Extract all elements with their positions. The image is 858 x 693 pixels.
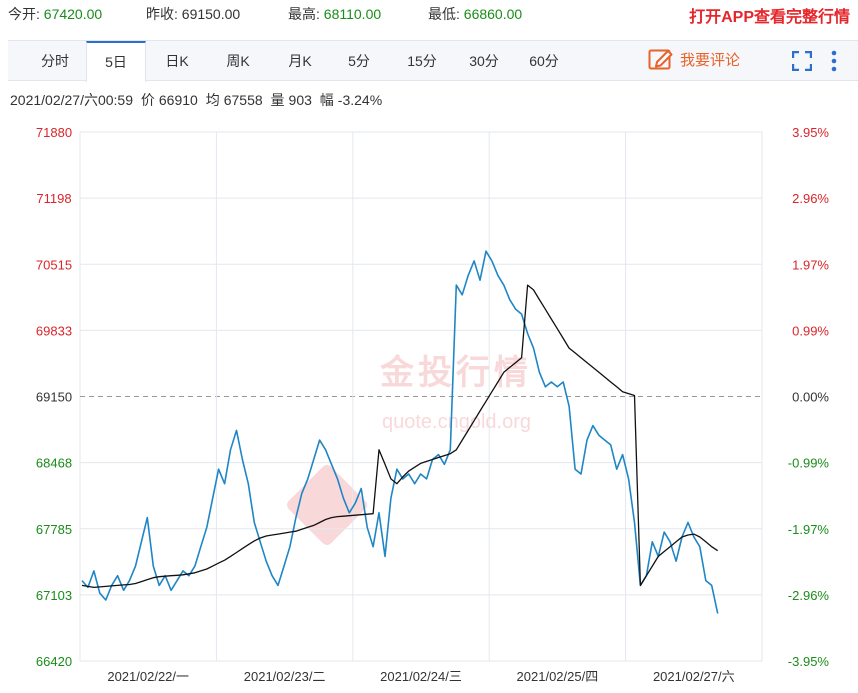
more-button[interactable] xyxy=(830,50,838,77)
percent-tick-label: -1.97% xyxy=(788,522,830,537)
open-app-link[interactable]: 打开APP查看完整行情 xyxy=(689,9,850,26)
x-tick-label: 2021/02/22/一 xyxy=(107,669,189,684)
percent-tick-label: 2.96% xyxy=(792,191,829,206)
y-tick-label: 71198 xyxy=(36,191,71,206)
percent-tick-label: 0.00% xyxy=(792,390,829,405)
tab-15min[interactable]: 15分 xyxy=(407,53,437,69)
y-tick-label: 69833 xyxy=(36,323,72,338)
fullscreen-icon xyxy=(791,50,813,72)
percent-tick-label: -0.99% xyxy=(788,456,830,471)
quote-volume-label: 量 xyxy=(270,92,285,108)
comment-label: 我要评论 xyxy=(680,52,741,69)
high-price: 最高: 68110.00 xyxy=(288,6,382,22)
watermark-url: quote.cngold.org xyxy=(382,411,531,433)
y-tick-label: 66420 xyxy=(36,654,72,669)
price-axis: 71880 71198 70515 69833 69150 68468 67785 67103… xyxy=(36,125,72,669)
open-price: 今开: 67420.00 xyxy=(8,6,103,22)
tab-weekly-k[interactable]: 周K xyxy=(226,53,250,69)
more-vertical-icon xyxy=(831,50,837,72)
quote-summary: 今开: 67420.00 昨收: 69150.00 最高: 68110.00 最… xyxy=(0,0,858,26)
y-tick-label: 71880 xyxy=(36,125,72,140)
chart-grid xyxy=(79,131,763,662)
quote-avg-label: 均 xyxy=(205,92,220,108)
tab-30min[interactable]: 30分 xyxy=(469,53,499,69)
percent-axis: 3.95% 2.96% 1.97% 0.99% 0.00% -0.99% -1.97% -2.… xyxy=(788,125,830,669)
y-tick-label: 69150 xyxy=(36,390,72,405)
price-series-line xyxy=(81,250,719,614)
tab-5day[interactable]: 5日 xyxy=(86,41,146,82)
x-tick-label: 2021/02/24/三 xyxy=(380,669,462,684)
quote-price-label: 价 xyxy=(140,92,155,108)
quote-time: 2021/02/27/六00:59 xyxy=(10,92,133,108)
x-tick-label: 2021/02/27/六 xyxy=(653,669,735,684)
low-price: 最低: 66860.00 xyxy=(428,6,523,22)
tab-5min[interactable]: 5分 xyxy=(348,53,370,69)
quote-avg: 67558 xyxy=(223,92,263,108)
five-day-chart[interactable]: Au 金投行情 quote.cngold.org 71880 71198 70515… xyxy=(0,112,858,693)
quote-change-label: 幅 xyxy=(319,92,334,108)
series-layer xyxy=(81,250,719,614)
average-series-line xyxy=(81,284,719,589)
percent-tick-label: 0.99% xyxy=(792,323,829,338)
y-tick-label: 67103 xyxy=(36,588,72,603)
watermark: Au 金投行情 quote.cngold.org xyxy=(287,353,532,545)
percent-tick-label: -3.95% xyxy=(788,654,830,669)
prev-close-price: 昨收: 69150.00 xyxy=(146,6,241,22)
crosshair-quote-line: 2021/02/27/六00:59 价 66910 均 67558 量 903 幅 -3… xyxy=(10,90,386,110)
day-axis: 2021/02/22/一 2021/02/23/二 2021/02/24/三 2021… xyxy=(107,669,734,684)
quote-price: 66910 xyxy=(158,92,198,108)
period-tabs: 分时 5日 日K 周K 月K 5分 15分 30分 60分 我要评论 xyxy=(8,40,858,82)
watermark-badge-text: Au xyxy=(315,401,339,423)
quote-change: -3.24% xyxy=(337,92,383,108)
tab-monthly-k[interactable]: 月K xyxy=(288,53,312,69)
quote-volume: 903 xyxy=(288,92,312,108)
y-tick-label: 70515 xyxy=(36,257,72,272)
edit-icon xyxy=(648,49,673,70)
fullscreen-button[interactable] xyxy=(791,50,813,76)
y-tick-label: 67785 xyxy=(36,522,72,537)
tab-60min[interactable]: 60分 xyxy=(529,53,559,69)
percent-tick-label: -2.96% xyxy=(788,588,830,603)
comment-button[interactable]: 我要评论 xyxy=(648,41,740,81)
x-tick-label: 2021/02/25/四 xyxy=(517,669,599,684)
percent-tick-label: 1.97% xyxy=(792,257,829,272)
watermark-badge-icon xyxy=(287,465,367,545)
tab-daily-k[interactable]: 日K xyxy=(165,53,189,69)
percent-tick-label: 3.95% xyxy=(792,125,829,140)
y-tick-label: 68468 xyxy=(36,456,72,471)
x-tick-label: 2021/02/23/二 xyxy=(244,669,326,684)
watermark-brand: 金投行情 xyxy=(379,353,532,393)
tab-intraday[interactable]: 分时 xyxy=(41,53,69,69)
